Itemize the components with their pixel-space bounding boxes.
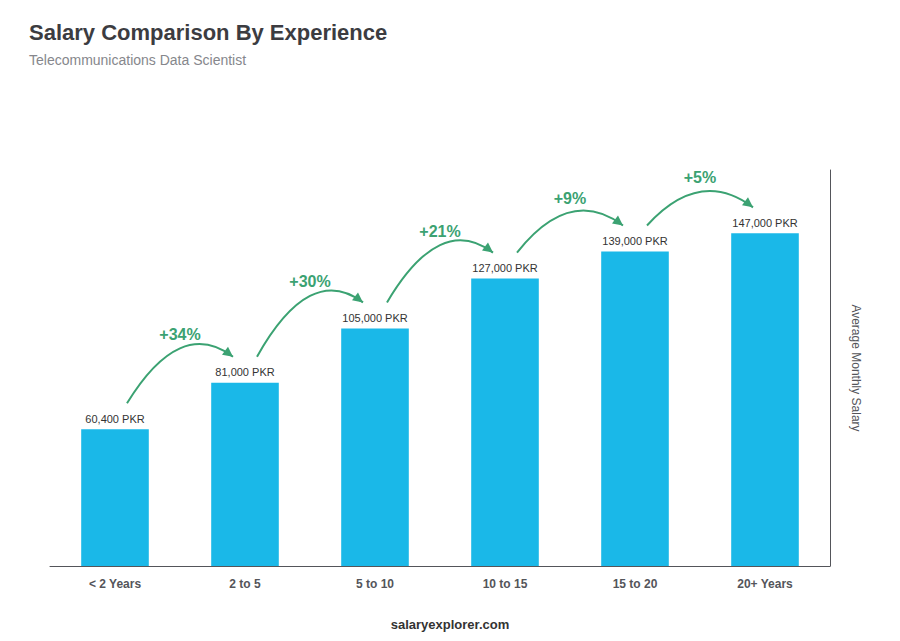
svg-text:10 to 15: 10 to 15 <box>483 577 528 591</box>
svg-text:+5%: +5% <box>684 169 716 186</box>
svg-text:+9%: +9% <box>554 190 586 207</box>
svg-text:Salary Comparison By Experienc: Salary Comparison By Experience <box>29 20 387 45</box>
svg-text:< 2 Years: < 2 Years <box>89 577 141 591</box>
svg-text:81,000 PKR: 81,000 PKR <box>215 366 274 378</box>
svg-text:Telecommunications Data Scient: Telecommunications Data Scientist <box>29 52 246 68</box>
svg-text:salaryexplorer.com: salaryexplorer.com <box>391 617 510 632</box>
svg-text:147,000 PKR: 147,000 PKR <box>732 217 797 229</box>
svg-text:139,000 PKR: 139,000 PKR <box>602 235 667 247</box>
svg-text:+21%: +21% <box>419 223 460 240</box>
svg-text:+30%: +30% <box>289 273 330 290</box>
svg-text:Average Monthly Salary: Average Monthly Salary <box>849 304 863 431</box>
svg-text:15 to 20: 15 to 20 <box>613 577 658 591</box>
svg-text:20+ Years: 20+ Years <box>737 577 793 591</box>
svg-text:2 to 5: 2 to 5 <box>229 577 261 591</box>
svg-text:5 to 10: 5 to 10 <box>356 577 394 591</box>
svg-text:+34%: +34% <box>159 326 200 343</box>
svg-text:60,400 PKR: 60,400 PKR <box>85 413 144 425</box>
svg-text:105,000 PKR: 105,000 PKR <box>342 312 407 324</box>
svg-text:127,000 PKR: 127,000 PKR <box>472 262 537 274</box>
